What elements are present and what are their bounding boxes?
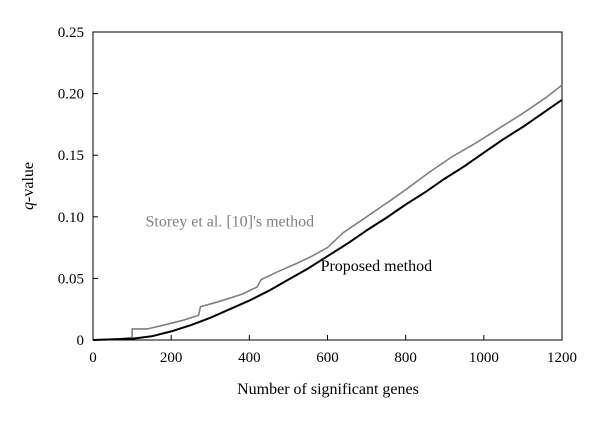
plot-frame (92, 31, 563, 341)
proposed-series-label: Proposed method (321, 258, 433, 275)
x-tick-label: 1200 (547, 350, 577, 366)
x-axis-title: Number of significant genes (237, 381, 419, 398)
y-tick-label: 0.15 (58, 148, 84, 164)
x-tick-label: 800 (394, 350, 417, 366)
x-tick-label: 1000 (469, 350, 499, 366)
y-axis-title: q-value (20, 162, 37, 210)
y-tick-label: 0.10 (58, 210, 84, 226)
y-tick-label: 0.20 (58, 87, 84, 103)
x-tick-label: 0 (89, 350, 97, 366)
series-line-proposed (92, 98, 563, 341)
y-tick-label: 0.25 (58, 25, 84, 41)
y-tick-label: 0.05 (58, 271, 84, 287)
storey-series-label: Storey et al. [10]'s method (145, 214, 314, 231)
x-tick-label: 400 (238, 350, 261, 366)
x-tick-label: 600 (316, 350, 339, 366)
x-tick-label: 200 (160, 350, 183, 366)
y-tick-label: 0 (77, 333, 85, 349)
y-axis-title-italic: q (20, 202, 37, 210)
y-axis-title-rest: -value (20, 162, 37, 202)
series-line-storey (92, 84, 563, 341)
